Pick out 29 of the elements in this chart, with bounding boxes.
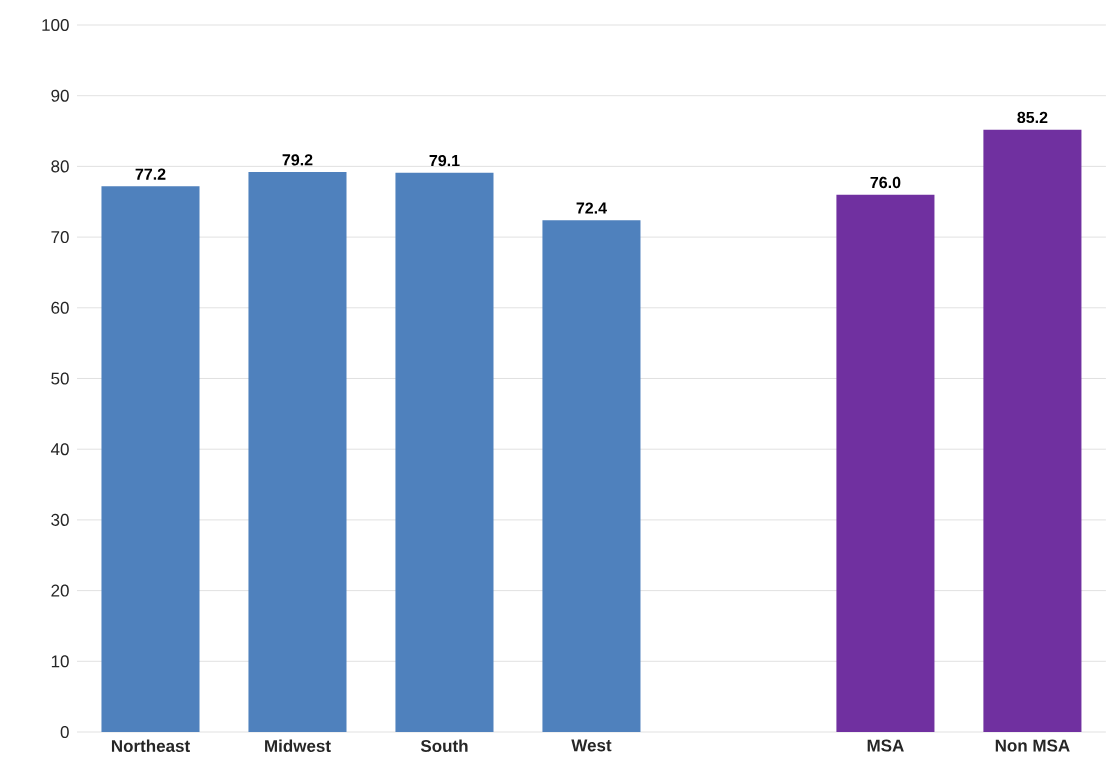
data-label: 85.2: [1017, 111, 1048, 124]
bar: [542, 220, 641, 732]
y-tick-label: 100: [42, 18, 69, 32]
y-tick-label: 90: [51, 89, 69, 102]
x-tick-label: West: [571, 739, 612, 752]
x-tick-label: Northeast: [111, 739, 190, 753]
y-tick-label: 10: [51, 655, 69, 668]
y-tick-label: 80: [51, 160, 69, 173]
y-tick-label: 60: [51, 301, 69, 314]
bar: [101, 186, 200, 732]
y-tick-label: 30: [51, 513, 69, 526]
bar: [836, 194, 935, 732]
data-label: 72.4: [576, 202, 607, 214]
x-tick-label: South: [420, 739, 468, 753]
x-tick-label: Non MSA: [995, 739, 1070, 752]
x-tick-label: Midwest: [265, 739, 331, 753]
y-tick-label: 50: [51, 372, 69, 385]
bar: [248, 172, 347, 732]
x-tick-label: MSA: [867, 739, 904, 752]
data-label: 76.0: [870, 176, 901, 189]
y-tick-label: 70: [51, 231, 69, 244]
y-tick-label: 40: [50, 443, 69, 456]
bar: [395, 172, 494, 732]
data-label: 77.2: [135, 168, 166, 180]
data-label: 79.2: [282, 154, 313, 166]
y-tick-label: 20: [51, 584, 69, 597]
bar: [983, 129, 1082, 732]
y-tick-label: 0: [60, 725, 69, 739]
data-label: 79.1: [429, 154, 460, 167]
